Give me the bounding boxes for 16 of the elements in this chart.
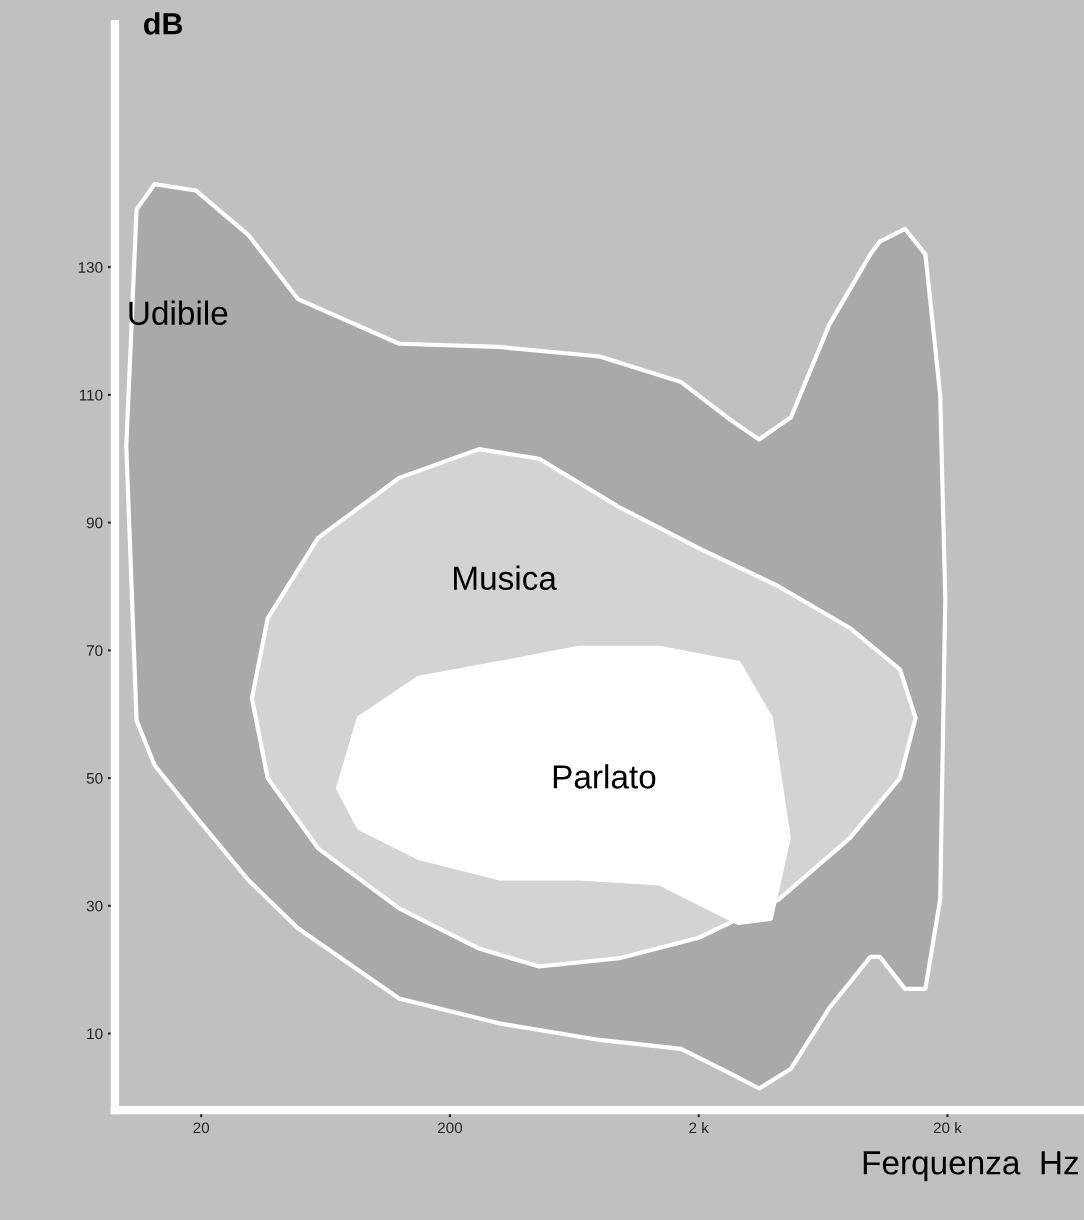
y-axis-title: dB: [144, 12, 183, 35]
y-tick-label: 110: [79, 389, 103, 401]
series-label: Parlato: [553, 764, 656, 789]
x-tick-label: 200: [437, 1122, 463, 1134]
series-label: Udibile: [129, 300, 228, 325]
y-tick-label: 10: [87, 1028, 103, 1040]
x-tick-label: 20 k: [933, 1122, 962, 1134]
y-tick-label: 30: [86, 900, 103, 912]
x-axis-title: Ferquenza Hz: [863, 1151, 1079, 1182]
y-tick-label: 70: [86, 645, 103, 657]
series-label: Musica: [454, 565, 557, 591]
y-tick-label: 50: [86, 772, 103, 784]
y-tick-label: 90: [86, 517, 103, 529]
y-tick-label: 130: [78, 261, 103, 273]
x-tick-label: 2 k: [689, 1122, 709, 1134]
x-tick-label: 20: [193, 1122, 210, 1134]
